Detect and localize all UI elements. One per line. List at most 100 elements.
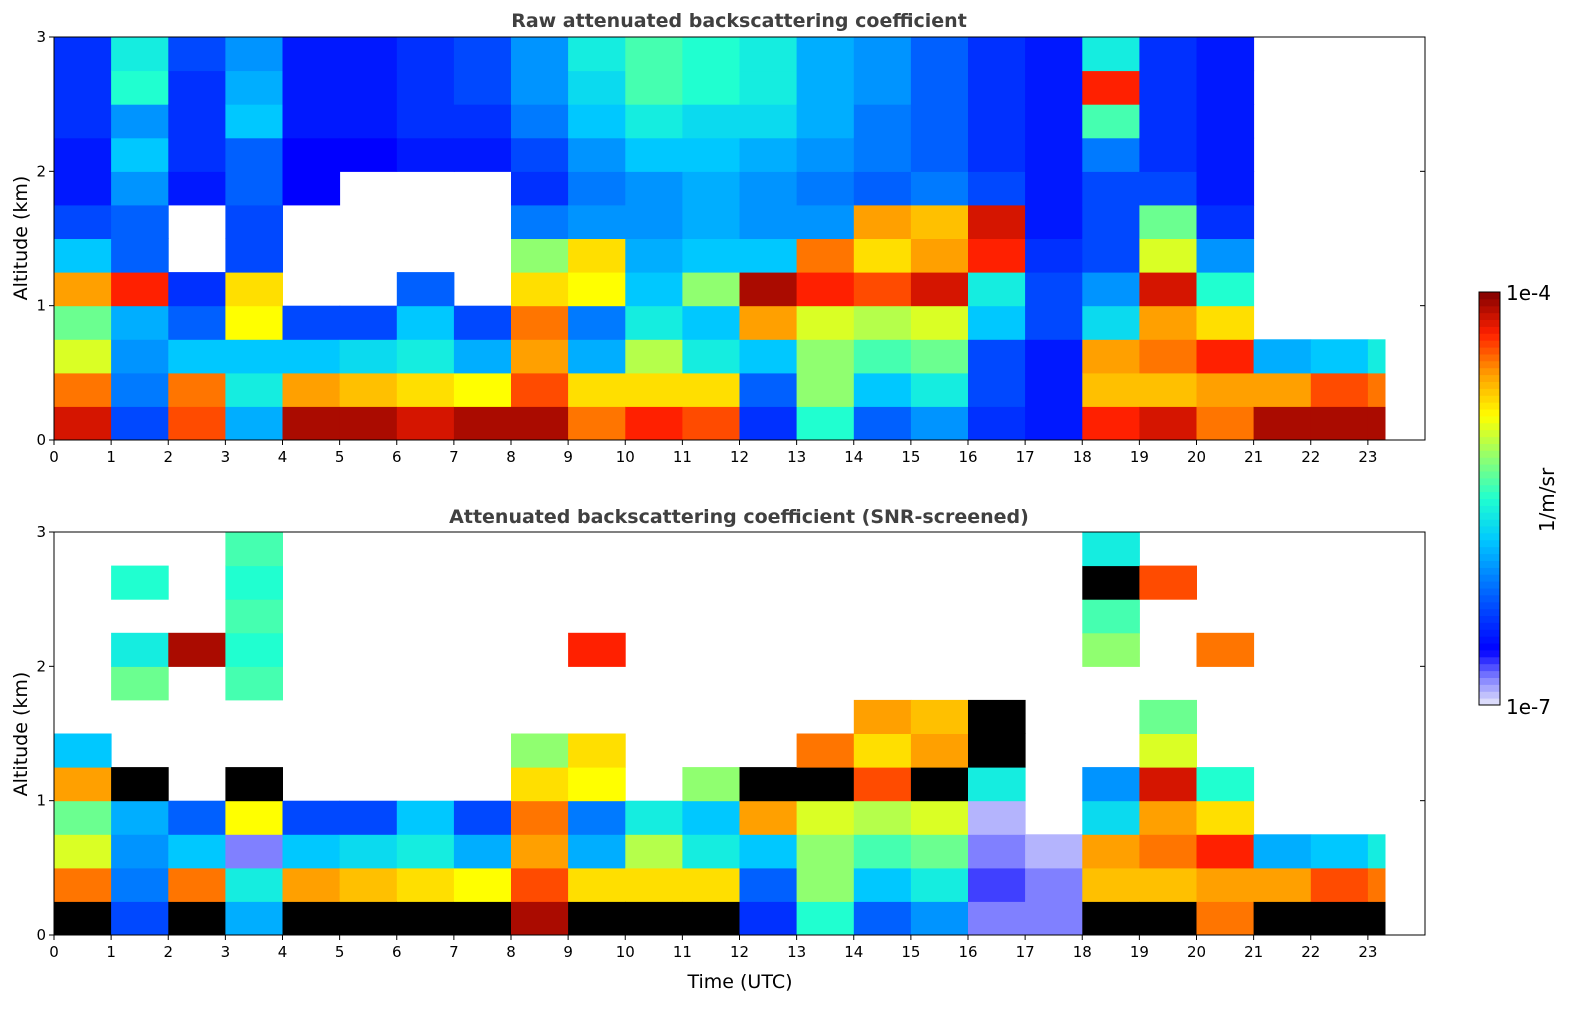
heatmap-cell [168, 406, 226, 441]
heatmap-cell [453, 339, 512, 374]
heatmap-cell [339, 305, 398, 340]
heatmap-cell [625, 800, 683, 835]
heatmap-cell [1082, 305, 1140, 340]
heatmap-cell [968, 305, 1026, 340]
heatmap-cell [396, 272, 455, 307]
colorbar-swatch [1479, 643, 1500, 651]
heatmap-cell [453, 104, 512, 139]
heatmap-cell [511, 800, 569, 835]
colorbar-swatch [1479, 560, 1500, 568]
heatmap-cell [682, 834, 740, 869]
heatmap-cell [511, 37, 569, 72]
heatmap-cell [54, 70, 112, 105]
heatmap-cell [1139, 372, 1197, 407]
heatmap-cell [1310, 372, 1369, 407]
heatmap-cell [910, 70, 969, 105]
heatmap-cell [168, 137, 226, 172]
colorbar-swatch [1479, 422, 1500, 431]
heatmap-cell [396, 372, 455, 407]
heatmap-cell [1196, 372, 1255, 407]
heatmap-cell [1025, 137, 1083, 172]
heatmap-cell [282, 137, 341, 172]
heatmap-cell [568, 137, 626, 172]
heatmap-cell [511, 305, 569, 340]
heatmap-cell [625, 272, 683, 307]
heatmap-cell [1196, 767, 1255, 802]
heatmap-cell [282, 867, 341, 902]
heatmap-cell [1082, 901, 1140, 936]
heatmap-cell [1082, 867, 1140, 902]
heatmap-cell [282, 339, 341, 374]
heatmap-cell [111, 372, 169, 407]
heatmap-cell [511, 372, 569, 407]
colorbar-label: 1/m/sr [1535, 467, 1559, 532]
heatmap-cell [853, 339, 912, 374]
heatmap-cell [168, 70, 226, 105]
heatmap-cell [968, 406, 1026, 441]
heatmap-cell [968, 238, 1026, 273]
x-tick-label: 8 [506, 448, 516, 466]
colorbar-frame [1478, 291, 1501, 706]
heatmap-cell [739, 171, 798, 206]
colorbar-swatch [1479, 374, 1500, 382]
heatmap-cell [1025, 238, 1083, 273]
heatmap-cell [796, 171, 855, 206]
heatmap-cell [1139, 800, 1197, 835]
heatmap-cell [1139, 699, 1197, 734]
heatmap-cell [339, 70, 398, 105]
heatmap-cell [111, 171, 169, 206]
heatmap-cell [168, 272, 226, 307]
colorbar: 1e-4 1e-7 1/m/sr [1478, 281, 1559, 719]
heatmap-cell [796, 834, 855, 869]
heatmap-cell [54, 867, 112, 902]
heatmap-cell [796, 137, 855, 172]
x-tick-label: 10 [616, 943, 635, 961]
heatmap-cell [682, 272, 740, 307]
heatmap-cell [968, 137, 1026, 172]
heatmap-cell [853, 204, 912, 239]
heatmap-cell [910, 238, 969, 273]
heatmap-cell [1025, 272, 1083, 307]
heatmap-cell [168, 37, 226, 72]
heatmap-cell [396, 37, 455, 72]
heatmap-cell [625, 238, 683, 273]
heatmap-cell [1196, 632, 1255, 667]
colorbar-swatch [1479, 608, 1500, 616]
colorbar-swatch [1479, 532, 1500, 541]
heatmap-cell [739, 37, 798, 72]
heatmap-cell [111, 137, 169, 172]
heatmap-cell [625, 104, 683, 139]
y-tick-label: 3 [36, 523, 46, 541]
heatmap-cell [54, 238, 112, 273]
heatmap-cell [910, 137, 969, 172]
colorbar-swatch [1479, 388, 1500, 396]
heatmap-cell [739, 70, 798, 105]
heatmap-cell [682, 137, 740, 172]
colorbar-swatch [1479, 326, 1500, 334]
heatmap-cell [1139, 339, 1197, 374]
heatmap-cell [1196, 305, 1255, 340]
heatmap-cell [1025, 339, 1083, 374]
heatmap-cell [853, 171, 912, 206]
x-tick-label: 5 [335, 448, 345, 466]
x-tick-label: 15 [901, 943, 920, 961]
heatmap-cell [568, 204, 626, 239]
heatmap-cell [396, 339, 455, 374]
heatmap-cell [453, 901, 512, 936]
x-tick-label: 1 [106, 448, 116, 466]
heatmap-cell [282, 305, 341, 340]
heatmap-cell [1082, 800, 1140, 835]
heatmap-cell [625, 901, 683, 936]
heatmap-cell [225, 666, 283, 701]
heatmap-cell [1139, 834, 1197, 869]
heatmap-cell [511, 406, 569, 441]
heatmap-cell [796, 800, 855, 835]
heatmap-cell [682, 800, 740, 835]
heatmap-cell [568, 104, 626, 139]
heatmap-cell [853, 834, 912, 869]
heatmap-cell [568, 834, 626, 869]
heatmap-cell [511, 733, 569, 768]
heatmap-cell [625, 171, 683, 206]
heatmap-cell [111, 666, 169, 701]
x-tick-label: 12 [730, 448, 749, 466]
